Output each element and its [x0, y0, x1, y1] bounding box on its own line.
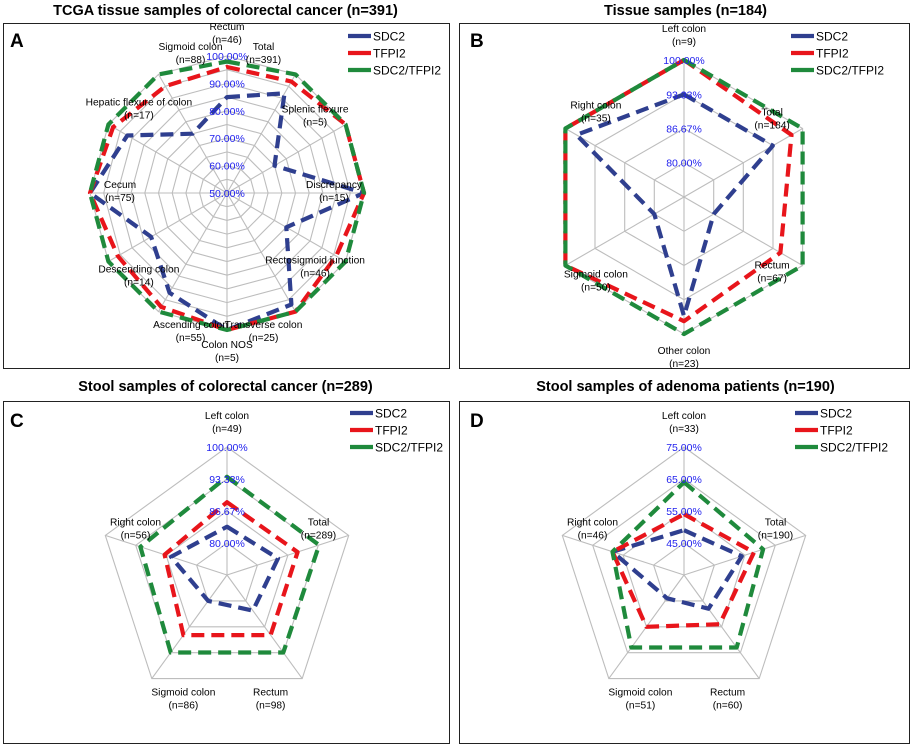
series-line-sdc2 — [168, 524, 281, 613]
grid-spoke — [226, 74, 296, 194]
tick-label: 55.00% — [666, 506, 702, 518]
tick-label: 100.00% — [663, 55, 704, 67]
axis-label: Sigmoid colon (n=50) — [564, 270, 628, 294]
series-line-sdc2 — [610, 528, 744, 611]
series-line-sdc2 — [574, 92, 775, 319]
panel-letter: B — [470, 31, 484, 52]
grid-spoke — [683, 128, 803, 198]
tick-label: 90.00% — [209, 78, 245, 90]
panel-a-title: TCGA tissue samples of colorectal cancer… — [53, 3, 398, 19]
axis-label: Rectum (n=98) — [253, 688, 288, 712]
axis-label: Total (n=391) — [246, 42, 281, 66]
axis-label: Left colon (n=49) — [205, 411, 249, 435]
grid-spoke — [683, 534, 806, 576]
grid-spoke — [683, 196, 803, 266]
series-line-sdc2-tfpi2 — [87, 59, 367, 333]
axis-label: Hepatic flexure of colon (n=17) — [86, 98, 192, 122]
grid-spoke — [565, 128, 685, 198]
axis-label: Descending colon (n=14) — [98, 265, 179, 289]
series-line-tfpi2 — [563, 57, 794, 324]
panel-letter: A — [10, 31, 24, 52]
panel-d-title: Stool samples of adenoma patients (n=190… — [536, 379, 835, 395]
axis-label: Splenic flexure (n=5) — [282, 105, 349, 129]
axis-label: Rectum (n=60) — [710, 688, 745, 712]
series-line-tfpi2 — [162, 500, 300, 638]
legend-label: SDC2 — [375, 407, 407, 421]
axis-label: Transverse colon (n=25) — [225, 320, 303, 344]
axis-label: Cecum (n=75) — [104, 180, 136, 204]
grid-ring — [622, 510, 746, 628]
tick-label: 70.00% — [209, 133, 245, 145]
axis-label: Ascending colon (n=55) — [153, 320, 228, 344]
legend-label: SDC2 — [820, 407, 852, 421]
tick-label: 75.00% — [666, 442, 702, 454]
series-line-tfpi2 — [610, 512, 757, 629]
axis-label: Sigmoid colon (n=88) — [159, 42, 223, 66]
tick-label: 86.67% — [666, 124, 702, 136]
series-line-sdc2 — [87, 91, 367, 333]
axis-label: Total (n=184) — [754, 108, 789, 132]
tick-label: 93.33% — [666, 89, 702, 101]
grid-ring — [592, 478, 776, 654]
legend-label: SDC2 — [373, 30, 405, 44]
tick-label: 80.00% — [209, 538, 245, 550]
grid-spoke — [226, 574, 303, 679]
legend-label: SDC2 — [816, 30, 848, 44]
series-line-tfpi2 — [87, 64, 367, 333]
tick-label: 100.00% — [206, 51, 247, 63]
tick-label: 65.00% — [666, 474, 702, 486]
axis-label: Right colon (n=46) — [567, 518, 618, 542]
series-line-sdc2-tfpi2 — [138, 474, 322, 655]
panel-letter: C — [10, 411, 24, 432]
legend-label: SDC2/TFPI2 — [373, 64, 441, 78]
axis-label: Sigmoid colon (n=51) — [608, 688, 672, 712]
axis-label: Right colon (n=56) — [110, 518, 161, 542]
grid-spoke — [226, 534, 349, 576]
legend-label: TFPI2 — [375, 424, 408, 438]
tick-label: 80.00% — [666, 158, 702, 170]
axis-label: Discrepancy (n=15) — [306, 180, 363, 204]
grid-spoke — [151, 574, 228, 679]
panel-letter: D — [470, 411, 484, 432]
grid-spoke — [562, 534, 685, 576]
tick-label: 45.00% — [666, 538, 702, 550]
axis-label: Left colon (n=33) — [662, 411, 706, 435]
axis-label: Rectum (n=46) — [209, 22, 244, 46]
legend-label: TFPI2 — [373, 47, 406, 61]
grid-spoke — [226, 124, 346, 194]
legend-label: SDC2/TFPI2 — [375, 441, 443, 455]
axis-label: Colon NOS (n=5) — [201, 340, 253, 364]
panel-b-title: Tissue samples (n=184) — [604, 3, 767, 19]
grid-spoke — [683, 574, 760, 679]
grid-ring — [561, 446, 807, 680]
legend-label: TFPI2 — [820, 424, 853, 438]
axis-label: Rectum (n=67) — [755, 261, 790, 285]
grid-ring — [195, 542, 259, 602]
axis-label: Sigmoid colon (n=86) — [151, 688, 215, 712]
series-line-sdc2-tfpi2 — [563, 57, 805, 337]
legend-label: TFPI2 — [816, 47, 849, 61]
grid-ring — [165, 510, 289, 628]
tick-label: 60.00% — [209, 161, 245, 173]
series-line-sdc2-tfpi2 — [610, 480, 766, 650]
tick-label: 86.67% — [209, 506, 245, 518]
axis-label: Left colon (n=9) — [662, 24, 706, 48]
axis-label: Other colon (n=23) — [658, 346, 711, 370]
axis-label: Total (n=190) — [758, 518, 793, 542]
panel-c-title: Stool samples of colorectal cancer (n=28… — [78, 379, 373, 395]
axis-label: Rectosigmoid junction (n=46) — [265, 256, 365, 280]
grid-spoke — [226, 192, 296, 312]
axis-label: Right colon (n=35) — [570, 101, 621, 125]
tick-label: 80.00% — [209, 106, 245, 118]
grid-ring — [104, 446, 350, 680]
grid-spoke — [108, 192, 228, 262]
axis-label: Total (n=289) — [301, 518, 336, 542]
tick-label: 93.33% — [209, 474, 245, 486]
tick-label: 100.00% — [206, 442, 247, 454]
legend-label: SDC2/TFPI2 — [816, 64, 884, 78]
legend-label: SDC2/TFPI2 — [820, 441, 888, 455]
grid-spoke — [565, 196, 685, 266]
tick-label: 50.00% — [209, 188, 245, 200]
